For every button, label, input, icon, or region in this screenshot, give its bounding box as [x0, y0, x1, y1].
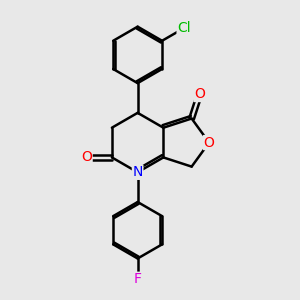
Text: N: N: [132, 165, 143, 179]
Text: O: O: [81, 150, 92, 164]
Text: Cl: Cl: [177, 21, 191, 35]
Text: F: F: [134, 272, 142, 286]
Text: O: O: [194, 88, 205, 101]
Text: O: O: [204, 136, 214, 150]
